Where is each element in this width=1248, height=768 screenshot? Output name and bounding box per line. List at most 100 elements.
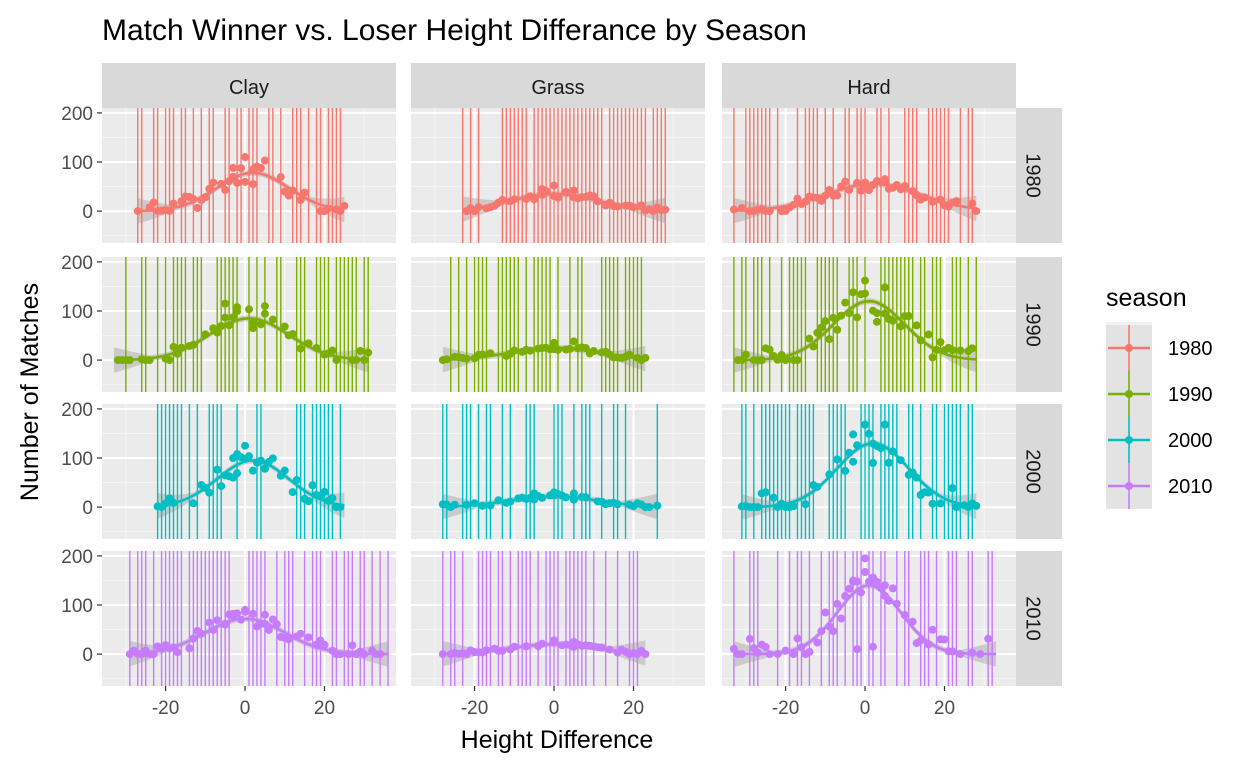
data-point: [880, 283, 889, 292]
data-point: [241, 153, 250, 162]
y-tick-label: 200: [61, 104, 93, 125]
facet-strip-label: 2010: [1022, 596, 1044, 641]
data-point: [268, 315, 277, 324]
data-point: [245, 305, 253, 314]
data-point: [801, 500, 810, 509]
data-point: [853, 313, 862, 322]
data-point: [940, 635, 949, 644]
data-point: [229, 163, 238, 172]
data-point: [268, 454, 277, 463]
data-point: [841, 298, 850, 307]
data-point: [928, 499, 937, 508]
data-point: [904, 312, 913, 321]
data-point: [833, 455, 842, 464]
panel-1990-grass: [411, 257, 705, 392]
data-point: [845, 584, 854, 593]
data-point: [213, 616, 222, 625]
x-tick-label: 0: [240, 698, 251, 719]
data-point: [853, 645, 862, 654]
facet-strip-label: 1980: [1022, 153, 1044, 198]
data-point: [149, 198, 158, 207]
data-point: [849, 288, 858, 297]
smooth-line: [733, 584, 997, 656]
data-point: [550, 636, 559, 645]
data-point: [880, 420, 889, 429]
data-point: [260, 156, 269, 165]
data-point: [550, 488, 559, 497]
data-point: [237, 164, 246, 173]
data-point: [868, 642, 877, 651]
data-point: [761, 643, 770, 652]
data-point: [241, 441, 250, 450]
data-point: [221, 313, 230, 322]
data-point: [765, 345, 774, 354]
data-point: [928, 353, 937, 362]
smooth-line: [129, 617, 389, 656]
facet-strip-clay: [102, 63, 396, 108]
panel-background: [722, 257, 1016, 392]
data-point: [308, 481, 317, 490]
legend-label: 2000: [1168, 430, 1213, 452]
data-point: [209, 178, 218, 187]
data-point: [841, 466, 850, 475]
data-point: [928, 625, 937, 634]
legend-key-point: [1125, 482, 1133, 490]
data-point: [550, 181, 559, 190]
data-point: [741, 350, 750, 359]
smooth-line: [733, 182, 977, 212]
y-tick-label: 0: [82, 351, 93, 372]
x-tick-label: 20: [314, 698, 335, 719]
data-point: [884, 458, 893, 467]
smooth-line: [442, 643, 646, 655]
y-tick-label: 200: [61, 253, 93, 274]
data-point: [817, 323, 826, 332]
y-tick-label: 100: [61, 596, 93, 617]
data-point: [165, 356, 174, 365]
data-point: [833, 599, 842, 608]
data-point: [861, 420, 870, 429]
data-point: [837, 614, 846, 623]
data-point: [888, 316, 897, 325]
data-point: [233, 450, 242, 459]
smooth-line: [442, 495, 658, 508]
data-point: [569, 489, 578, 498]
y-tick-label: 200: [61, 400, 93, 421]
smooth-line: [442, 346, 646, 361]
y-tick-label: 100: [61, 449, 93, 470]
data-point: [241, 177, 250, 186]
data-point: [169, 199, 178, 208]
data-point: [221, 185, 230, 194]
data-point: [276, 173, 285, 182]
data-point: [833, 325, 842, 334]
data-point: [924, 330, 933, 339]
data-point: [781, 356, 790, 365]
data-point: [304, 633, 313, 642]
data-point: [248, 466, 257, 475]
data-point: [256, 320, 265, 329]
data-point: [793, 356, 802, 365]
data-point: [320, 487, 329, 496]
data-point: [813, 638, 822, 647]
panel-2000-grass: [411, 404, 705, 539]
data-point: [956, 346, 965, 355]
data-point: [550, 338, 559, 347]
data-point: [348, 641, 357, 650]
legend-key-point: [1125, 390, 1133, 398]
data-point: [248, 609, 257, 618]
data-point: [861, 568, 870, 577]
facet-strip-label: Grass: [531, 77, 584, 99]
panel-1990-clay: [102, 257, 396, 392]
data-point: [256, 164, 265, 173]
data-point: [865, 429, 873, 438]
data-point: [233, 303, 242, 312]
data-point: [245, 452, 253, 461]
data-point: [948, 346, 957, 355]
data-point: [264, 625, 273, 634]
y-tick-label: 0: [82, 498, 93, 519]
data-point: [260, 610, 269, 619]
data-point: [569, 186, 578, 195]
facet-strip-hard: [722, 63, 1016, 108]
panel-1980-hard: [722, 108, 1016, 243]
legend: season 1980 1990 2000 2010: [1106, 284, 1213, 509]
data-point: [769, 493, 778, 502]
